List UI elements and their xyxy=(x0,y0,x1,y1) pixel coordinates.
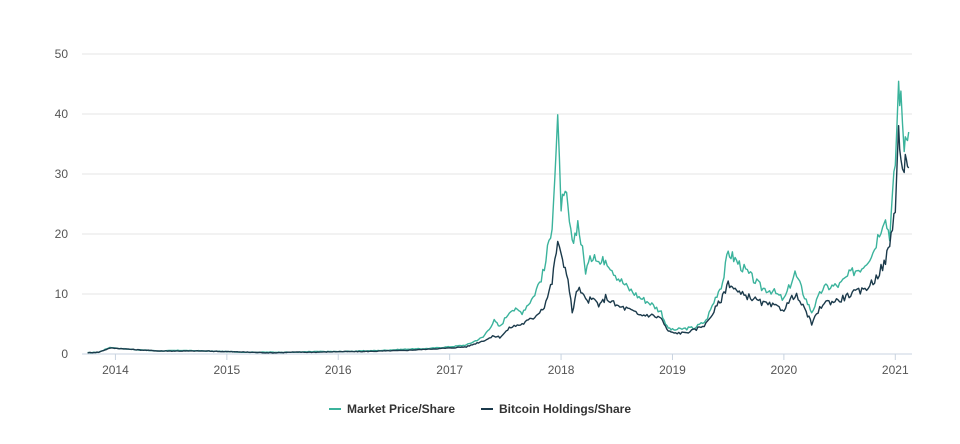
series-line-bitcoin-holdings xyxy=(87,125,910,354)
x-tick-label: 2018 xyxy=(548,363,575,377)
legend-label-bitcoin-holdings: Bitcoin Holdings/Share xyxy=(499,402,632,416)
y-tick-label: 20 xyxy=(55,227,69,241)
x-tick-label: 2021 xyxy=(882,363,909,377)
x-tick-label: 2019 xyxy=(659,363,686,377)
x-tick-label: 2014 xyxy=(102,363,129,377)
x-tick-label: 2015 xyxy=(213,363,240,377)
y-axis-ticks: 0 10 20 30 40 50 xyxy=(55,47,69,361)
legend-label-market-price: Market Price/Share xyxy=(346,402,456,416)
legend: Market Price/Share Bitcoin Holdings/Shar… xyxy=(0,402,960,416)
x-axis-ticks: 2014 2015 2016 2017 2018 2019 2020 2021 xyxy=(102,354,909,377)
y-tick-label: 50 xyxy=(55,47,69,61)
y-tick-label: 10 xyxy=(55,287,69,301)
y-tick-label: 30 xyxy=(55,167,69,181)
legend-item-bitcoin-holdings[interactable]: Bitcoin Holdings/Share xyxy=(481,402,631,416)
y-tick-label: 40 xyxy=(55,107,69,121)
series-line-market-price xyxy=(87,80,910,354)
legend-swatch-market-price xyxy=(328,408,341,410)
legend-swatch-bitcoin-holdings xyxy=(481,408,494,410)
x-tick-label: 2017 xyxy=(436,363,463,377)
y-tick-label: 0 xyxy=(61,347,68,361)
x-tick-label: 2016 xyxy=(325,363,352,377)
x-tick-label: 2020 xyxy=(771,363,798,377)
series-group xyxy=(87,80,910,354)
grid-lines xyxy=(82,53,912,295)
legend-item-market-price[interactable]: Market Price/Share xyxy=(328,402,456,416)
